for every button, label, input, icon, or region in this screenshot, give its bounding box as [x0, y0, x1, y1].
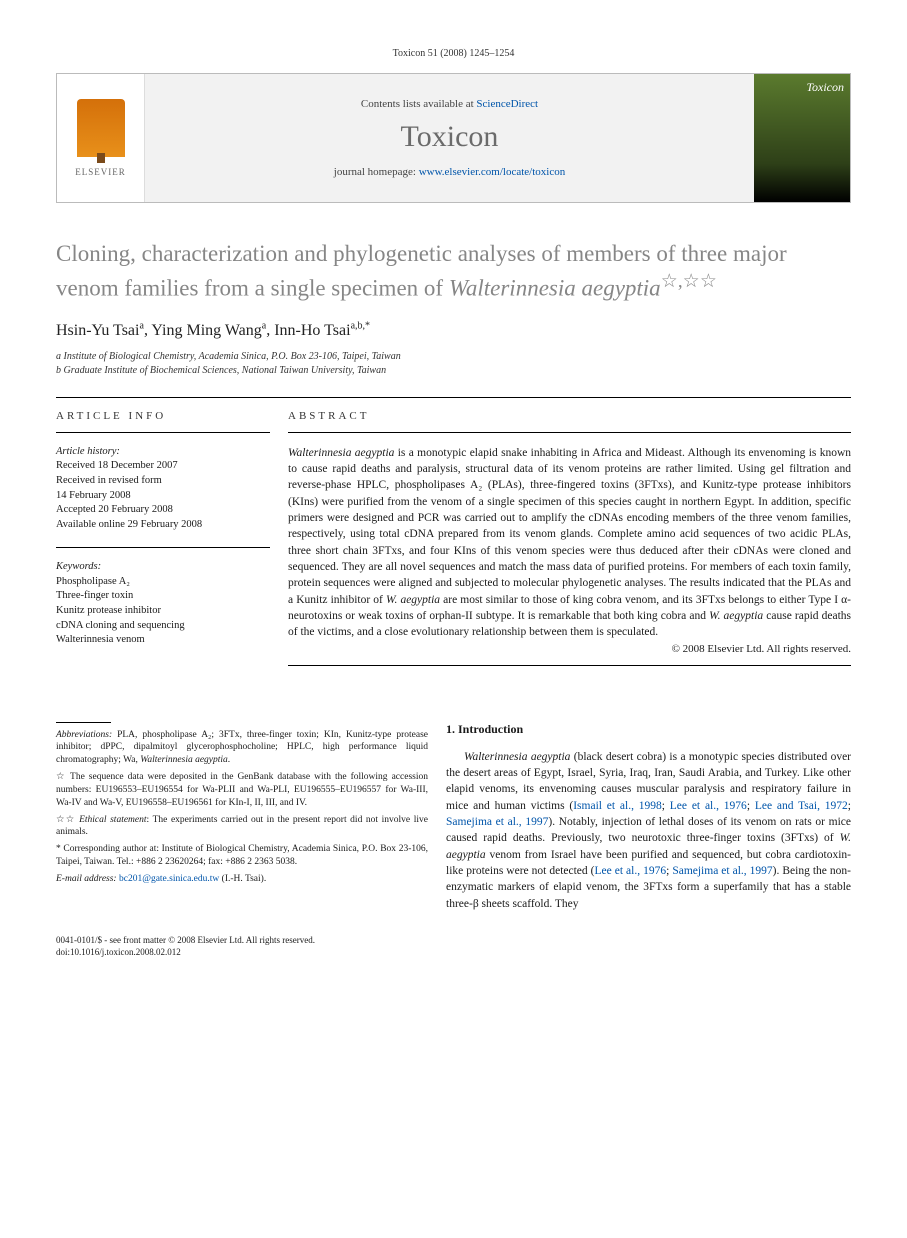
keyword: Walterinnesia venom: [56, 633, 270, 648]
introduction-heading: 1. Introduction: [446, 722, 851, 737]
article-history: Article history: Received 18 December 20…: [56, 445, 270, 533]
history-line: Received in revised form: [56, 474, 270, 489]
publisher-logo-block: ELSEVIER: [57, 74, 145, 202]
footnote-star2: ☆☆ Ethical statement: The experiments ca…: [56, 814, 428, 840]
publisher-label: ELSEVIER: [75, 167, 126, 177]
article-info-head: ARTICLE INFO: [56, 410, 270, 422]
divider: [288, 665, 851, 666]
history-line: Accepted 20 February 2008: [56, 503, 270, 518]
keyword: cDNA cloning and sequencing: [56, 619, 270, 634]
divider: [56, 432, 270, 433]
author: Inn-Ho Tsaia,b,*: [274, 322, 370, 339]
front-matter-line: 0041-0101/$ - see front matter © 2008 El…: [56, 934, 851, 946]
running-head: Toxicon 51 (2008) 1245–1254: [56, 48, 851, 59]
history-line: Available online 29 February 2008: [56, 518, 270, 533]
journal-cover-thumbnail: Toxicon: [754, 74, 850, 202]
history-label: Article history:: [56, 445, 270, 460]
keywords-label: Keywords:: [56, 560, 270, 575]
abstract-text: Walterinnesia aegyptia is a monotypic el…: [288, 445, 851, 641]
contents-available-line: Contents lists available at ScienceDirec…: [361, 98, 538, 110]
keyword: Phospholipase A₂: [56, 575, 270, 590]
email-suffix: (I.-H. Tsai).: [219, 874, 266, 884]
title-species: Walterinnesia aegyptia: [449, 276, 661, 301]
divider: [288, 432, 851, 433]
elsevier-tree-icon: [77, 99, 125, 157]
introduction-body: Walterinnesia aegyptia (black desert cob…: [446, 749, 851, 912]
footnote-abbreviations: Abbreviations: PLA, phospholipase A₂; 3F…: [56, 729, 428, 767]
abstract-head: ABSTRACT: [288, 410, 851, 422]
keyword: Three-finger toxin: [56, 589, 270, 604]
email-link[interactable]: bc201@gate.sinica.edu.tw: [119, 874, 219, 884]
doi-line: doi:10.1016/j.toxicon.2008.02.012: [56, 946, 851, 958]
title-footnote-marks: ☆,☆☆: [661, 271, 717, 292]
email-label: E-mail address:: [56, 874, 119, 884]
divider: [56, 547, 270, 548]
homepage-prefix: journal homepage:: [334, 166, 419, 178]
author: Hsin-Yu Tsaia: [56, 322, 144, 339]
introduction-column: 1. Introduction Walterinnesia aegyptia (…: [446, 722, 851, 912]
history-line: Received 18 December 2007: [56, 459, 270, 474]
keyword: Kunitz protease inhibitor: [56, 604, 270, 619]
journal-homepage-link[interactable]: www.elsevier.com/locate/toxicon: [419, 166, 566, 178]
abstract-column: ABSTRACT Walterinnesia aegyptia is a mon…: [288, 410, 851, 678]
footnote-star1: ☆ The sequence data were deposited in th…: [56, 771, 428, 809]
footnote-corresponding: * Corresponding author at: Institute of …: [56, 843, 428, 869]
affiliations: a Institute of Biological Chemistry, Aca…: [56, 350, 851, 379]
journal-name: Toxicon: [401, 120, 499, 154]
footnote-email: E-mail address: bc201@gate.sinica.edu.tw…: [56, 873, 428, 886]
history-line: 14 February 2008: [56, 489, 270, 504]
abstract-copyright: © 2008 Elsevier Ltd. All rights reserved…: [288, 643, 851, 655]
footnote-separator: [56, 722, 111, 723]
author-list: Hsin-Yu Tsaia, Ying Ming Wanga, Inn-Ho T…: [56, 320, 851, 339]
bottom-copyright: 0041-0101/$ - see front matter © 2008 El…: [56, 934, 851, 958]
journal-masthead: ELSEVIER Contents lists available at Sci…: [56, 73, 851, 203]
cover-title: Toxicon: [806, 80, 844, 95]
masthead-center: Contents lists available at ScienceDirec…: [145, 74, 754, 202]
footnotes-block: Abbreviations: PLA, phospholipase A₂; 3F…: [56, 722, 428, 912]
divider: [56, 397, 851, 398]
contents-prefix: Contents lists available at: [361, 98, 476, 110]
affiliation: b Graduate Institute of Biochemical Scie…: [56, 364, 851, 379]
author: Ying Ming Wanga: [151, 322, 266, 339]
article-title: Cloning, characterization and phylogenet…: [56, 239, 851, 304]
keywords-block: Keywords: Phospholipase A₂ Three-finger …: [56, 560, 270, 648]
affiliation: a Institute of Biological Chemistry, Aca…: [56, 350, 851, 365]
journal-homepage-line: journal homepage: www.elsevier.com/locat…: [334, 166, 565, 178]
article-info-column: ARTICLE INFO Article history: Received 1…: [56, 410, 270, 678]
sciencedirect-link[interactable]: ScienceDirect: [476, 98, 538, 110]
